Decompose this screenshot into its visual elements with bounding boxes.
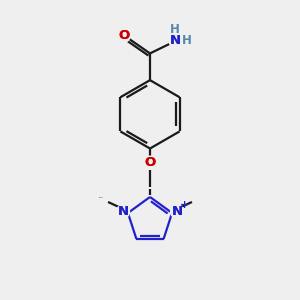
Text: O: O bbox=[118, 29, 129, 42]
Text: N: N bbox=[172, 205, 183, 218]
Text: H: H bbox=[182, 34, 192, 47]
Text: H: H bbox=[170, 23, 180, 36]
Circle shape bbox=[169, 34, 182, 47]
Text: +: + bbox=[180, 200, 189, 210]
Text: O: O bbox=[144, 156, 156, 169]
Text: methyl: methyl bbox=[99, 196, 103, 198]
Circle shape bbox=[143, 156, 157, 169]
Text: N: N bbox=[172, 205, 183, 218]
Circle shape bbox=[117, 29, 130, 42]
Text: N: N bbox=[170, 34, 181, 47]
Text: O: O bbox=[144, 156, 156, 169]
Text: N: N bbox=[117, 205, 128, 218]
Text: N: N bbox=[117, 205, 128, 218]
Text: O: O bbox=[118, 29, 129, 42]
Text: N: N bbox=[170, 34, 181, 47]
Circle shape bbox=[171, 205, 184, 218]
Circle shape bbox=[116, 205, 129, 218]
